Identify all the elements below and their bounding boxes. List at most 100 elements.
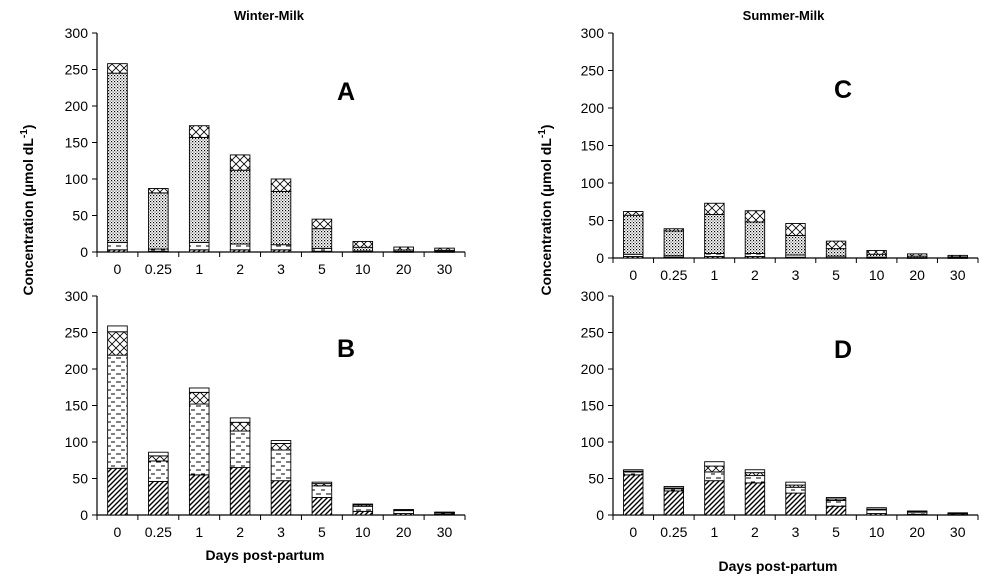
y-tick-label: 150 <box>581 138 605 154</box>
y-tick-label: 150 <box>65 135 89 151</box>
bar-segment-a-0-2 <box>107 72 128 243</box>
y-tick-label: 0 <box>80 244 88 260</box>
bar-segment-a-3-1 <box>229 243 251 251</box>
bar-segment-a-2-2 <box>188 136 210 243</box>
x-tick-label: 20 <box>909 267 925 283</box>
panel-label: C <box>834 76 852 104</box>
x-tick-label: 0 <box>629 524 637 540</box>
bar-segment-b-6-0 <box>352 510 374 516</box>
bar-segment-a-2-3 <box>188 125 210 138</box>
bar-segment-a-3-2 <box>229 169 251 245</box>
y-tick-label: 200 <box>65 98 89 114</box>
y-tick-label: 50 <box>72 208 88 224</box>
bar-segment-c-7-3 <box>906 253 928 257</box>
x-tick-label: 1 <box>195 524 203 540</box>
bar-segment-d-5-3 <box>825 497 847 500</box>
bar-segment-a-5-2 <box>311 228 333 249</box>
x-tick-label: 5 <box>318 524 326 540</box>
bar-segment-b-1-0 <box>148 480 169 516</box>
bar-segment-d-2-1 <box>704 471 725 482</box>
x-tick-label: 30 <box>437 524 453 540</box>
x-tick-label: 30 <box>437 261 453 277</box>
y-axis-label-left: Concentration (µmol dL-1) <box>19 125 36 296</box>
y-tick-label: 150 <box>65 398 89 414</box>
bar-segment-c-0-3 <box>623 211 644 216</box>
bar-segment-d-1-0 <box>663 490 685 516</box>
x-tick-label: 5 <box>832 524 840 540</box>
y-tick-label: 100 <box>65 434 89 450</box>
x-tick-label: 30 <box>950 267 966 283</box>
bar-segment-d-6-3 <box>866 507 887 510</box>
y-tick-label: 250 <box>581 325 605 341</box>
y-tick-label: 300 <box>65 25 89 41</box>
bar-segment-b-0-3 <box>107 325 128 333</box>
x-tick-label: 10 <box>869 267 885 283</box>
bar-segment-c-1-3 <box>663 228 685 232</box>
x-tick-label: 5 <box>832 267 840 283</box>
bar-segment-d-6-1 <box>866 509 887 514</box>
x-tick-label: 3 <box>277 261 285 277</box>
bar-segment-b-5-1 <box>311 485 333 498</box>
y-tick-label: 50 <box>588 471 604 487</box>
bar-segment-a-6-2 <box>352 246 374 252</box>
y-tick-label: 250 <box>65 325 89 341</box>
x-tick-label: 0.25 <box>660 524 687 540</box>
bar-segment-c-6-3 <box>866 250 887 255</box>
bar-segment-b-1-1 <box>148 460 169 482</box>
x-tick-label: 30 <box>950 524 966 540</box>
bar-segment-a-4-2 <box>270 190 292 246</box>
x-tick-label: 0.25 <box>145 524 172 540</box>
y-tick-label: 50 <box>72 471 88 487</box>
bar-segment-c-4-2 <box>785 235 806 256</box>
bar-segment-a-4-3 <box>270 178 292 192</box>
bar-segment-a-8-3 <box>434 247 455 251</box>
bar-segment-b-2-3 <box>188 387 210 393</box>
bar-segment-d-2-2 <box>704 465 725 473</box>
bar-segment-c-4-3 <box>785 223 806 236</box>
bar-segment-b-0-0 <box>107 467 128 516</box>
y-tick-label: 300 <box>65 288 89 304</box>
bar-segment-d-3-1 <box>744 475 766 484</box>
bar-segment-d-4-0 <box>785 492 806 516</box>
chart-title: Summer-Milk <box>743 8 825 23</box>
bar-segment-b-2-1 <box>188 403 210 476</box>
x-tick-label: 0 <box>629 267 637 283</box>
y-tick-label: 0 <box>80 507 88 523</box>
x-axis-label-left: Days post-partum <box>205 547 324 563</box>
bar-segment-b-2-2 <box>188 391 210 405</box>
x-tick-label: 20 <box>396 524 412 540</box>
y-tick-label: 200 <box>65 361 89 377</box>
bar-segment-d-7-3 <box>906 510 928 513</box>
panel-label: D <box>834 336 852 364</box>
bar-segment-b-7-3 <box>393 509 414 511</box>
x-tick-label: 0 <box>114 261 122 277</box>
bar-segment-d-3-0 <box>744 482 766 516</box>
bar-segment-a-0-1 <box>107 242 128 251</box>
y-tick-label: 250 <box>581 63 605 79</box>
x-tick-label: 0.25 <box>145 261 172 277</box>
x-tick-label: 3 <box>792 267 800 283</box>
x-tick-label: 2 <box>236 261 244 277</box>
bar-segment-b-4-0 <box>270 480 292 516</box>
bar-segment-d-1-3 <box>663 486 685 489</box>
x-tick-label: 10 <box>355 524 371 540</box>
bar-segment-d-2-3 <box>704 461 725 467</box>
y-tick-label: 100 <box>581 175 605 191</box>
x-tick-label: 2 <box>236 524 244 540</box>
bar-segment-c-2-3 <box>704 202 725 215</box>
bar-segment-c-3-3 <box>744 210 766 223</box>
bar-segment-b-4-1 <box>270 449 292 482</box>
bar-segment-b-3-0 <box>229 467 251 516</box>
x-tick-label: 2 <box>751 267 759 283</box>
bar-segment-d-0-3 <box>623 469 644 472</box>
bar-segment-a-4-1 <box>270 244 292 251</box>
chart-title: Winter-Milk <box>234 8 305 23</box>
bar-segment-d-0-0 <box>623 474 644 516</box>
bar-segment-d-4-3 <box>785 481 806 486</box>
x-tick-label: 20 <box>396 261 412 277</box>
y-tick-label: 150 <box>581 398 605 414</box>
x-axis-label-right: Days post-partum <box>718 558 837 574</box>
panel-a-chart: 0 50 100 150 200 250 300 0 0.25 1 2 3 5 10 20 30 Winter-… <box>65 8 466 277</box>
x-tick-label: 1 <box>710 524 718 540</box>
